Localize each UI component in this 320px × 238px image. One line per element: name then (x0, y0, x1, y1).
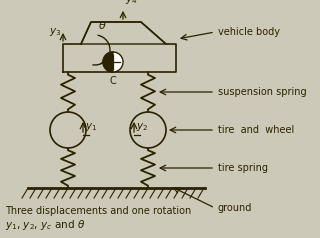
Text: C: C (110, 76, 116, 86)
Text: $y_1$, $y_2$, $y_c$ and $\theta$: $y_1$, $y_2$, $y_c$ and $\theta$ (5, 218, 85, 232)
Text: Three displacements and one rotation: Three displacements and one rotation (5, 206, 191, 216)
Text: $y_3$: $y_3$ (49, 26, 61, 38)
Text: $y_2$: $y_2$ (136, 121, 148, 133)
Text: $y_1$: $y_1$ (85, 121, 97, 133)
Text: $y_4$: $y_4$ (125, 0, 138, 6)
Text: suspension spring: suspension spring (218, 87, 307, 97)
Circle shape (103, 52, 123, 72)
Text: ground: ground (218, 203, 252, 213)
Text: tire  and  wheel: tire and wheel (218, 125, 294, 135)
Text: tire spring: tire spring (218, 163, 268, 173)
Text: vehicle body: vehicle body (218, 27, 280, 37)
Text: $\theta$: $\theta$ (98, 19, 107, 31)
Polygon shape (103, 52, 113, 72)
